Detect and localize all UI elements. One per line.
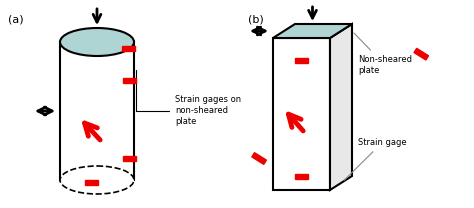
Text: Strain gage: Strain gage [344, 138, 407, 180]
Bar [295, 57, 308, 62]
Bar [124, 156, 137, 161]
Bar [414, 48, 428, 60]
Text: Non-sheared
plate: Non-sheared plate [354, 33, 412, 75]
Polygon shape [273, 24, 352, 38]
Polygon shape [330, 24, 352, 190]
Ellipse shape [60, 166, 134, 194]
Text: (a): (a) [8, 14, 24, 24]
Text: (b): (b) [248, 14, 264, 24]
Bar [295, 173, 308, 178]
Bar [252, 153, 266, 164]
Bar [85, 180, 99, 184]
Text: Strain gages on
non-sheared
plate: Strain gages on non-sheared plate [136, 70, 241, 126]
Bar [124, 78, 137, 83]
Bar [60, 42, 134, 180]
Bar [273, 38, 330, 190]
Bar [122, 46, 136, 51]
Ellipse shape [60, 28, 134, 56]
